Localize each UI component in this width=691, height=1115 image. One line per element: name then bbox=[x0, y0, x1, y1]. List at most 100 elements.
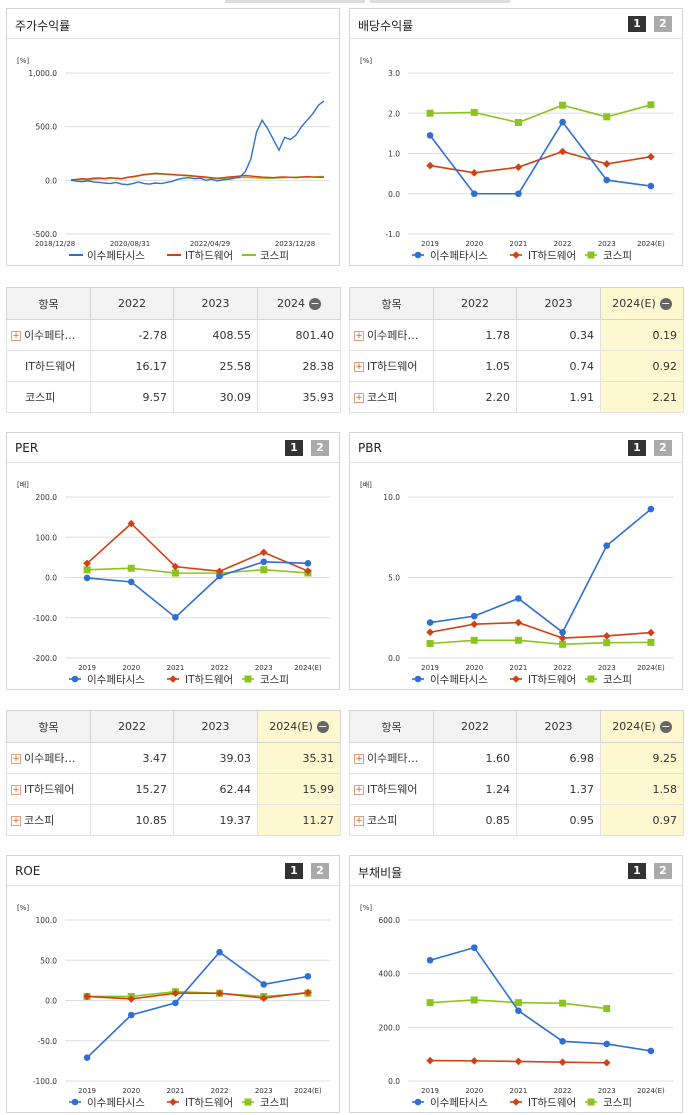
data-point bbox=[647, 1047, 655, 1055]
data-point bbox=[603, 542, 611, 549]
value-cell: 1.37 bbox=[516, 773, 601, 805]
table-header-cell: 2022 bbox=[433, 710, 517, 743]
legend-label: 코스피 bbox=[260, 674, 289, 686]
legend-marker bbox=[414, 675, 422, 683]
view-1-button[interactable]: 1 bbox=[628, 16, 646, 32]
legend-label: 코스피 bbox=[603, 250, 632, 262]
panel-header: PBR 1 2 bbox=[350, 433, 682, 463]
x-tick-label: 2019 bbox=[421, 664, 439, 672]
row-name-cell: + 코스피 bbox=[349, 804, 434, 836]
view-2-button[interactable]: 2 bbox=[654, 440, 672, 456]
dividend-yield-chart: [%] 3.0 2.0 1.0 0.0 -1.0 2019 2020 2021 2022 2023 2… bbox=[360, 57, 673, 262]
header-label: 2022 bbox=[461, 297, 489, 310]
table-row: + 이수페타… 1.78 0.34 0.19 bbox=[349, 319, 684, 351]
legend-label: IT하드웨어 bbox=[185, 249, 233, 262]
y-tick-label: -50.0 bbox=[38, 1037, 58, 1046]
panel-header: ROE 1 2 bbox=[7, 856, 339, 886]
data-point bbox=[603, 176, 611, 184]
header-label: 2024 bbox=[277, 297, 305, 310]
table-header-cell: 2022 bbox=[433, 287, 517, 320]
x-tick-label: 2021 bbox=[510, 240, 528, 248]
pbr-panel: PBR 1 2 [배] 10.0 5.0 0.0 2019 2020 2021 2022 202… bbox=[349, 432, 683, 690]
data-point bbox=[426, 999, 434, 1007]
table-header-cell: 2024(E) − bbox=[600, 287, 684, 320]
x-tick-label: 2023/12/28 bbox=[275, 240, 315, 248]
header-label: 2023 bbox=[544, 297, 573, 310]
view-1-button[interactable]: 1 bbox=[285, 863, 303, 879]
dividend-yield-panel: 배당수익률 1 2 [%] 3.0 2.0 1.0 0.0 -1.0 2019 2020 202… bbox=[349, 8, 683, 266]
x-tick-label: 2023 bbox=[598, 664, 616, 672]
expand-plus-icon[interactable]: + bbox=[354, 393, 364, 403]
expand-plus-icon[interactable]: + bbox=[11, 816, 21, 826]
legend-label: IT하드웨어 bbox=[185, 1096, 233, 1109]
legend-marker bbox=[71, 675, 79, 683]
view-1-button[interactable]: 1 bbox=[628, 863, 646, 879]
unit-label: [%] bbox=[360, 904, 372, 912]
x-tick-label: 2022 bbox=[211, 1087, 229, 1095]
collapse-icon[interactable]: − bbox=[659, 297, 672, 310]
pbr-table: 항목 2022 2023 2024(E) − + 이수페타… 1.60 6.98 9.25 + IT하… bbox=[349, 710, 684, 836]
expand-plus-icon[interactable]: + bbox=[354, 816, 364, 826]
value-cell: 801.40 bbox=[257, 319, 341, 351]
header-label: 2024(E) bbox=[269, 720, 313, 733]
series-line bbox=[87, 990, 308, 998]
header-label: 2023 bbox=[201, 720, 230, 733]
legend-label: IT하드웨어 bbox=[185, 673, 233, 686]
y-tick-label: -100.0 bbox=[33, 614, 57, 623]
collapse-icon[interactable]: − bbox=[316, 720, 329, 733]
view-2-button[interactable]: 2 bbox=[654, 863, 672, 879]
data-point bbox=[558, 1058, 567, 1067]
data-point bbox=[260, 558, 268, 566]
panel-title: 부채비율 bbox=[358, 866, 403, 880]
data-point bbox=[514, 636, 522, 644]
value-cell: 25.58 bbox=[173, 350, 258, 382]
collapse-icon[interactable]: − bbox=[309, 297, 321, 310]
value-cell: 1.91 bbox=[516, 381, 601, 413]
view-2-button[interactable]: 2 bbox=[654, 16, 672, 32]
data-point bbox=[559, 1037, 566, 1045]
legend-marker bbox=[587, 1098, 595, 1106]
x-tick-label: 2018/12/28 bbox=[35, 240, 75, 248]
row-name-cell: + 이수페타… bbox=[349, 319, 434, 351]
data-point bbox=[83, 1054, 91, 1061]
expand-plus-icon[interactable]: + bbox=[354, 785, 364, 795]
expand-plus-icon[interactable]: + bbox=[354, 362, 364, 372]
series-line bbox=[429, 508, 652, 634]
data-point bbox=[172, 999, 179, 1007]
expand-plus-icon[interactable]: + bbox=[11, 754, 21, 764]
x-tick-label: 2020 bbox=[122, 664, 140, 672]
data-point bbox=[171, 562, 180, 571]
expand-plus-icon[interactable]: + bbox=[11, 331, 21, 341]
data-point bbox=[83, 574, 91, 582]
expand-plus-icon[interactable]: + bbox=[354, 331, 364, 341]
value-cell: 6.98 bbox=[516, 742, 601, 774]
x-tick-label: 2021 bbox=[167, 1087, 185, 1095]
y-tick-label: 100.0 bbox=[36, 533, 58, 542]
row-name: 코스피 bbox=[24, 814, 55, 827]
view-1-button[interactable]: 1 bbox=[628, 440, 646, 456]
top-cutoff-bar bbox=[370, 0, 510, 3]
row-name: 코스피 bbox=[367, 391, 398, 404]
data-point bbox=[426, 619, 434, 626]
data-point bbox=[304, 973, 312, 980]
y-tick-label: -500.0 bbox=[33, 230, 57, 239]
legend-label: IT하드웨어 bbox=[528, 249, 576, 262]
expand-plus-icon[interactable]: + bbox=[354, 754, 364, 764]
table-header-cell: 2022 bbox=[90, 287, 174, 320]
data-point bbox=[172, 614, 179, 621]
value-cell: 3.47 bbox=[90, 742, 174, 774]
collapse-icon[interactable]: − bbox=[659, 720, 672, 733]
row-name: IT하드웨어 bbox=[24, 783, 75, 796]
data-point bbox=[470, 996, 478, 1004]
view-2-button[interactable]: 2 bbox=[311, 863, 329, 879]
view-1-button[interactable]: 1 bbox=[285, 440, 303, 456]
series-line bbox=[86, 522, 309, 573]
legend-label: IT하드웨어 bbox=[528, 673, 576, 686]
panel-title: 배당수익률 bbox=[358, 19, 414, 33]
y-tick-label: 600.0 bbox=[379, 916, 401, 925]
x-tick-label: 2022 bbox=[554, 240, 572, 248]
row-name-cell: + IT하드웨어 bbox=[349, 773, 434, 805]
view-2-button[interactable]: 2 bbox=[311, 440, 329, 456]
expand-plus-icon[interactable]: + bbox=[11, 785, 21, 795]
header-label: 항목 bbox=[381, 720, 402, 734]
